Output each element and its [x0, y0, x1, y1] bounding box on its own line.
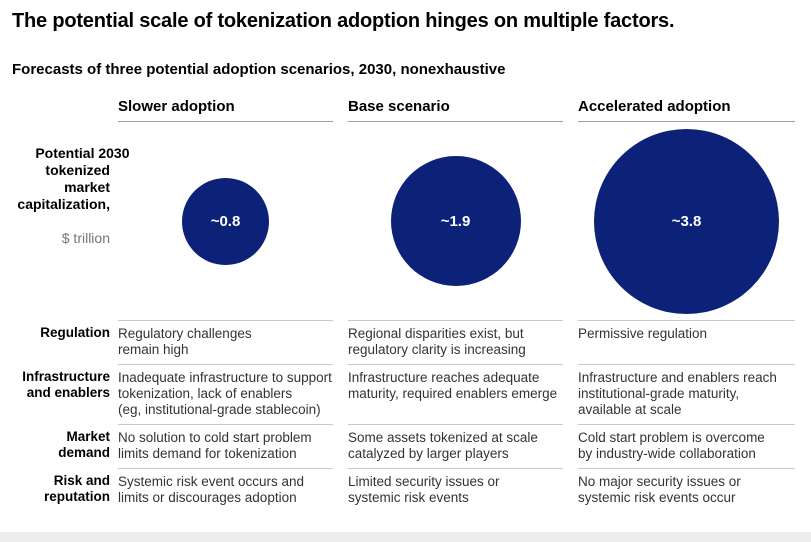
row-label-risk-reputation: Risk and reputation: [44, 473, 110, 504]
bubble-accelerated-adoption: ~3.8: [594, 128, 779, 314]
bubble-cell-base: ~1.9: [348, 122, 563, 320]
market-cap-bubble-row: Potential 2030 tokenized market capitali…: [12, 122, 811, 320]
bubble-value-label: ~1.9: [440, 212, 471, 230]
row-label-regulation: Regulation: [40, 325, 110, 340]
factor-row-risk-reputation: Risk and reputation Systemic risk event …: [12, 468, 811, 512]
bubble-base-scenario: ~1.9: [390, 156, 521, 286]
bubble-cell-slower: ~0.8: [118, 122, 333, 320]
cell-risk-accelerated: No major security issues or systemic ris…: [578, 468, 795, 512]
metric-label: Potential 2030 tokenized market capitali…: [12, 122, 129, 320]
factor-row-market-demand: Market demand No solution to cold start …: [12, 424, 811, 468]
cell-regulation-base: Regional disparities exist, but regulato…: [348, 320, 563, 364]
bubble-slower-adoption: ~0.8: [182, 177, 269, 265]
cell-infrastructure-base: Infrastructure reaches adequate maturity…: [348, 364, 563, 424]
row-label-market-demand: Market demand: [58, 429, 110, 460]
footer-strip: [0, 532, 811, 542]
bubble-value-label: ~3.8: [671, 212, 702, 230]
metric-label-text: Potential 2030 tokenized market capitali…: [17, 145, 130, 212]
cell-infrastructure-slower: Inadequate infrastructure to support tok…: [118, 364, 333, 424]
bubble-cell-accelerated: ~3.8: [578, 122, 795, 320]
cell-market-demand-accelerated: Cold start problem is overcome by indust…: [578, 424, 795, 468]
bubble-value-label: ~0.8: [210, 212, 241, 230]
exhibit-subtitle: Forecasts of three potential adoption sc…: [12, 61, 506, 78]
cell-market-demand-slower: No solution to cold start problem limits…: [118, 424, 333, 468]
scenario-column-headers: Slower adoption Base scenario Accelerate…: [12, 99, 811, 122]
cell-risk-slower: Systemic risk event occurs and limits or…: [118, 468, 333, 512]
column-header-slower-adoption: Slower adoption: [118, 99, 333, 122]
metric-unit: $ trillion: [61, 230, 110, 246]
cell-infrastructure-accelerated: Infrastructure and enablers reach instit…: [578, 364, 795, 424]
column-header-base-scenario: Base scenario: [348, 99, 563, 122]
row-label-infrastructure: Infrastructure and enablers: [22, 369, 110, 400]
cell-risk-base: Limited security issues or systemic risk…: [348, 468, 563, 512]
column-header-accelerated-adoption: Accelerated adoption: [578, 99, 795, 122]
factor-row-infrastructure: Infrastructure and enablers Inadequate i…: [12, 364, 811, 424]
cell-market-demand-base: Some assets tokenized at scale catalyzed…: [348, 424, 563, 468]
page-title: The potential scale of tokenization adop…: [12, 10, 675, 32]
cell-regulation-slower: Regulatory challenges remain high: [118, 320, 333, 364]
cell-regulation-accelerated: Permissive regulation: [578, 320, 795, 364]
factor-row-regulation: Regulation Regulatory challenges remain …: [12, 320, 811, 364]
